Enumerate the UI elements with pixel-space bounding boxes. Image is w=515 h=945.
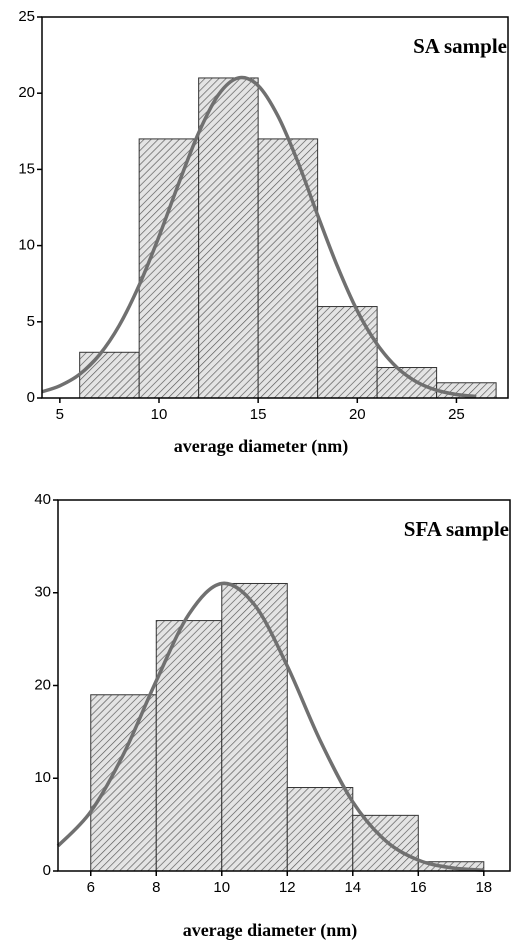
x-tick-label: 6 (87, 879, 95, 896)
x-tick-label: 10 (213, 879, 230, 896)
y-tick-label: 40 (34, 491, 51, 508)
x-tick-label: 20 (349, 406, 366, 423)
fit-curve (41, 75, 477, 399)
y-tick-label: 0 (43, 862, 51, 879)
y-tick-label: 20 (34, 676, 51, 693)
fit-curve (56, 581, 484, 872)
y-tick-label: 30 (34, 584, 51, 601)
x-axis-label: average diameter (nm) (183, 920, 358, 941)
x-tick-label: 25 (448, 406, 465, 423)
chart-title: SFA sample (404, 517, 509, 541)
plot-frame (41, 16, 509, 399)
x-axis-label: average diameter (nm) (174, 436, 349, 457)
y-tick-label: 10 (34, 769, 51, 786)
x-tick-label: 18 (475, 879, 492, 896)
bar (352, 814, 419, 872)
x-tick-label: 12 (279, 879, 296, 896)
x-tick-label: 10 (151, 406, 168, 423)
bar (90, 694, 157, 872)
y-tick-label: 0 (27, 389, 35, 406)
bar (376, 367, 438, 399)
bar (155, 620, 223, 872)
x-tick-label: 8 (152, 879, 160, 896)
chart-title: SA sample (413, 34, 507, 58)
y-tick-label: 15 (18, 160, 35, 177)
x-tick-label: 16 (410, 879, 427, 896)
y-tick-label: 20 (18, 84, 35, 101)
bar (317, 306, 378, 399)
bar (286, 787, 354, 872)
bar (138, 138, 200, 399)
bar (79, 351, 140, 399)
x-tick-label: 14 (344, 879, 361, 896)
x-tick-label: 5 (56, 406, 64, 423)
y-tick-label: 10 (18, 237, 35, 254)
bar (198, 77, 259, 399)
bar (257, 138, 319, 399)
y-tick-label: 25 (18, 8, 35, 25)
bar (221, 582, 288, 872)
y-tick-label: 5 (27, 313, 35, 330)
x-tick-label: 15 (250, 406, 267, 423)
